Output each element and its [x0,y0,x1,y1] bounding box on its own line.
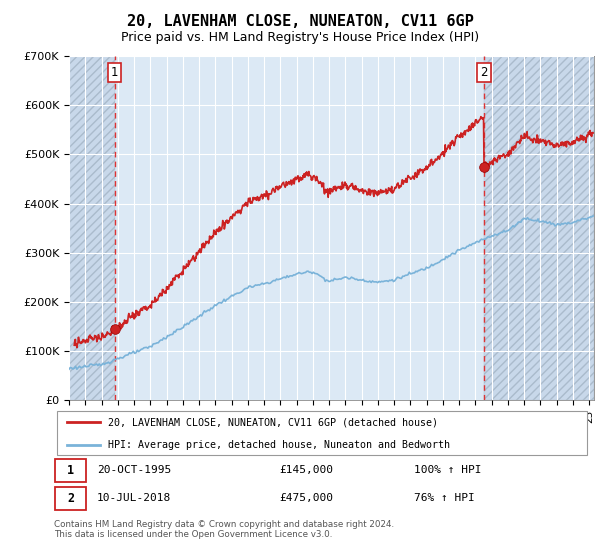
Text: 2: 2 [480,66,488,80]
Text: 20, LAVENHAM CLOSE, NUNEATON, CV11 6GP (detached house): 20, LAVENHAM CLOSE, NUNEATON, CV11 6GP (… [108,417,438,427]
Text: 100% ↑ HPI: 100% ↑ HPI [414,465,481,475]
Text: £145,000: £145,000 [280,465,334,475]
FancyBboxPatch shape [55,487,86,510]
Bar [69,56,115,400]
Text: 2: 2 [67,492,74,505]
Text: 10-JUL-2018: 10-JUL-2018 [97,493,171,503]
FancyBboxPatch shape [56,410,587,455]
Text: HPI: Average price, detached house, Nuneaton and Bedworth: HPI: Average price, detached house, Nune… [108,440,450,450]
Bar [484,56,594,400]
Text: 1: 1 [67,464,74,477]
Text: 76% ↑ HPI: 76% ↑ HPI [414,493,475,503]
Text: £475,000: £475,000 [280,493,334,503]
Text: 1: 1 [111,66,118,80]
FancyBboxPatch shape [55,459,86,482]
Text: Price paid vs. HM Land Registry's House Price Index (HPI): Price paid vs. HM Land Registry's House … [121,31,479,44]
Text: 20-OCT-1995: 20-OCT-1995 [97,465,171,475]
Text: Contains HM Land Registry data © Crown copyright and database right 2024.
This d: Contains HM Land Registry data © Crown c… [54,520,394,539]
Text: 20, LAVENHAM CLOSE, NUNEATON, CV11 6GP: 20, LAVENHAM CLOSE, NUNEATON, CV11 6GP [127,14,473,29]
